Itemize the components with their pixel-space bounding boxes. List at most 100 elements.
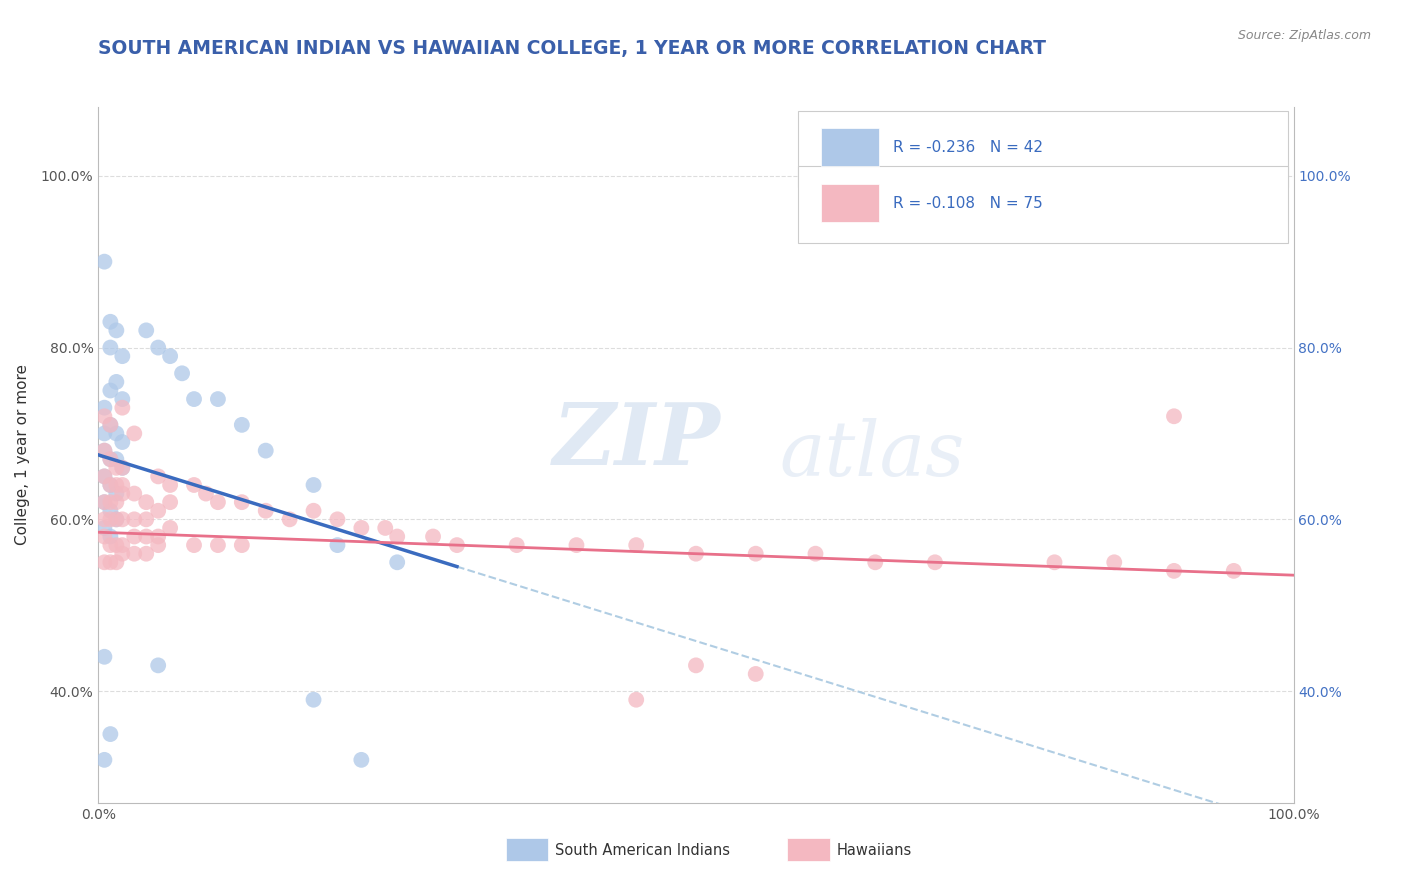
Point: [302, 692, 325, 706]
Text: SOUTH AMERICAN INDIAN VS HAWAIIAN COLLEGE, 1 YEAR OR MORE CORRELATION CHART: SOUTH AMERICAN INDIAN VS HAWAIIAN COLLEG…: [98, 39, 1046, 58]
Point: [98, 727, 122, 741]
Point: [93, 443, 115, 458]
Point: [183, 392, 205, 406]
Point: [93, 409, 115, 424]
Y-axis label: College, 1 year or more: College, 1 year or more: [15, 365, 30, 545]
Point: [326, 512, 349, 526]
Point: [105, 452, 128, 467]
Point: [98, 452, 122, 467]
Point: [93, 469, 115, 483]
Point: [172, 367, 194, 381]
Point: [745, 667, 768, 681]
Text: South American Indians: South American Indians: [555, 843, 730, 857]
Point: [105, 538, 128, 552]
Point: [159, 478, 181, 492]
Point: [254, 504, 277, 518]
Point: [159, 495, 181, 509]
Point: [111, 435, 134, 450]
Point: [124, 486, 146, 500]
Point: [124, 426, 146, 441]
Point: [111, 401, 134, 415]
Point: [105, 323, 128, 337]
Point: [302, 504, 325, 518]
Point: [745, 547, 768, 561]
Point: [93, 469, 115, 483]
Point: [207, 538, 229, 552]
Point: [159, 349, 181, 363]
Point: [194, 486, 218, 500]
Point: [111, 486, 134, 500]
Point: [98, 417, 122, 432]
Point: [207, 495, 229, 509]
Point: [93, 555, 115, 569]
Text: Source: ZipAtlas.com: Source: ZipAtlas.com: [1237, 29, 1371, 42]
Point: [105, 555, 128, 569]
Point: [231, 538, 253, 552]
Point: [98, 417, 122, 432]
Point: [98, 495, 122, 509]
Point: [135, 512, 157, 526]
Point: [98, 341, 122, 355]
Point: [111, 538, 134, 552]
Point: [326, 538, 349, 552]
Point: [135, 529, 157, 543]
Point: [98, 529, 122, 543]
Point: [422, 529, 444, 543]
Point: [183, 478, 205, 492]
Point: [231, 495, 253, 509]
Point: [626, 538, 648, 552]
Point: [148, 341, 170, 355]
Point: [111, 478, 134, 492]
Point: [1163, 564, 1185, 578]
Point: [105, 495, 128, 509]
Point: [374, 521, 396, 535]
Point: [105, 478, 128, 492]
Point: [124, 547, 146, 561]
Point: [148, 504, 170, 518]
Point: [98, 555, 122, 569]
Point: [159, 521, 181, 535]
Point: [93, 521, 115, 535]
Point: [93, 512, 115, 526]
Point: [105, 512, 128, 526]
Point: [565, 538, 588, 552]
Point: [135, 323, 157, 337]
FancyBboxPatch shape: [821, 184, 879, 222]
Point: [135, 495, 157, 509]
Point: [124, 529, 146, 543]
Point: [148, 538, 170, 552]
Point: [98, 512, 122, 526]
Point: [111, 392, 134, 406]
Point: [385, 529, 409, 543]
Point: [148, 469, 170, 483]
Point: [685, 658, 707, 673]
Point: [93, 443, 115, 458]
Point: [254, 443, 277, 458]
Point: [93, 254, 115, 268]
Point: [98, 504, 122, 518]
Point: [207, 392, 229, 406]
Point: [148, 529, 170, 543]
Point: [98, 315, 122, 329]
Point: [685, 547, 707, 561]
Point: [1043, 555, 1066, 569]
FancyBboxPatch shape: [821, 128, 879, 166]
Text: R = -0.108   N = 75: R = -0.108 N = 75: [893, 195, 1043, 211]
Point: [350, 753, 373, 767]
Point: [111, 460, 134, 475]
Point: [1102, 555, 1125, 569]
Point: [93, 426, 115, 441]
Point: [105, 375, 128, 389]
Point: [105, 512, 128, 526]
Point: [93, 649, 115, 664]
Text: R = -0.236   N = 42: R = -0.236 N = 42: [893, 140, 1043, 155]
FancyBboxPatch shape: [797, 166, 1288, 243]
Point: [98, 452, 122, 467]
Point: [124, 512, 146, 526]
Point: [98, 538, 122, 552]
Text: Hawaiians: Hawaiians: [837, 843, 912, 857]
Point: [302, 478, 325, 492]
Point: [105, 460, 128, 475]
Point: [93, 529, 115, 543]
FancyBboxPatch shape: [797, 111, 1288, 187]
